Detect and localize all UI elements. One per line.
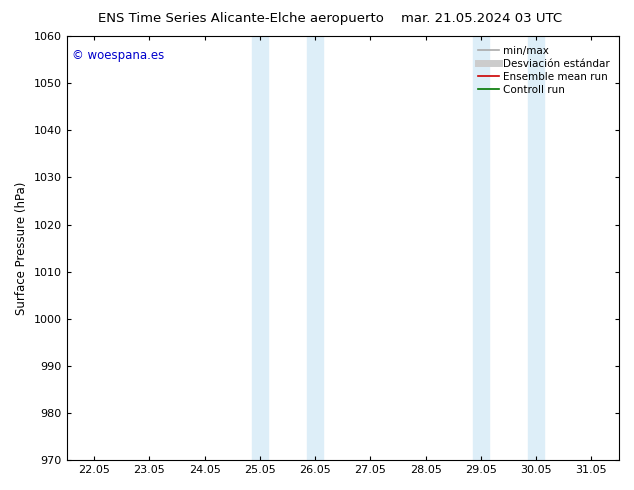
Text: ENS Time Series Alicante-Elche aeropuerto: ENS Time Series Alicante-Elche aeropuert… — [98, 12, 384, 25]
Bar — [252, 36, 268, 460]
Bar — [307, 36, 323, 460]
Y-axis label: Surface Pressure (hPa): Surface Pressure (hPa) — [15, 181, 28, 315]
Text: mar. 21.05.2024 03 UTC: mar. 21.05.2024 03 UTC — [401, 12, 562, 25]
Legend: min/max, Desviación estándar, Ensemble mean run, Controll run: min/max, Desviación estándar, Ensemble m… — [474, 41, 614, 99]
Bar — [528, 36, 545, 460]
Bar — [472, 36, 489, 460]
Text: © woespana.es: © woespana.es — [72, 49, 164, 62]
